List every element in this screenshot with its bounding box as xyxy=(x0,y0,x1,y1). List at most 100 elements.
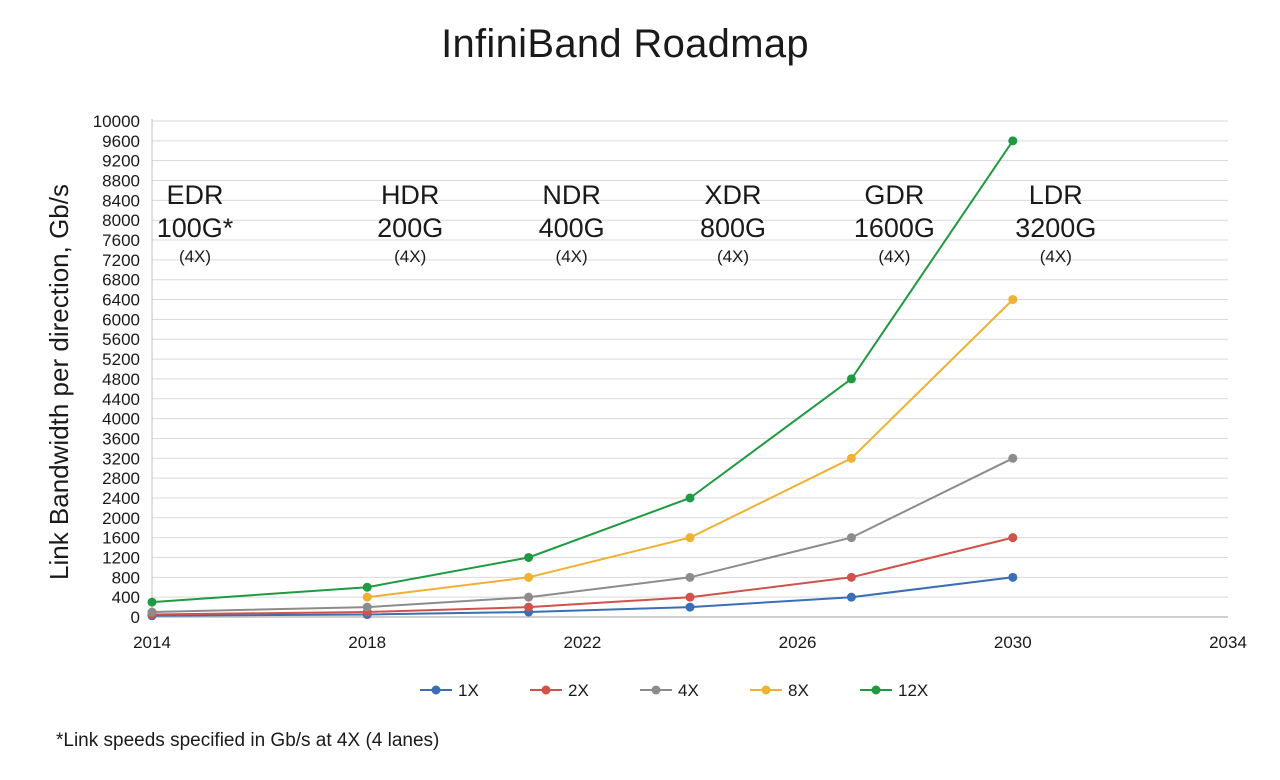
y-tick-label: 9600 xyxy=(102,132,140,151)
x-tick-label: 2026 xyxy=(779,633,817,652)
y-tick-label: 2400 xyxy=(102,489,140,508)
line-chart: 0400800120016002000240028003200360040004… xyxy=(44,112,1247,700)
y-tick-label: 4000 xyxy=(102,410,140,429)
y-tick-label: 1200 xyxy=(102,548,140,567)
y-tick-label: 400 xyxy=(112,588,140,607)
data-point-2x xyxy=(685,592,695,602)
legend-label: 4X xyxy=(678,681,699,700)
data-point-8x xyxy=(1008,295,1018,305)
legend-swatch-marker xyxy=(651,685,661,695)
y-tick-label: 8800 xyxy=(102,172,140,191)
data-point-4x xyxy=(524,592,534,602)
legend-label: 12X xyxy=(898,681,928,700)
y-tick-label: 6400 xyxy=(102,291,140,310)
y-tick-label: 4800 xyxy=(102,370,140,389)
data-point-4x xyxy=(1008,453,1018,463)
data-point-8x xyxy=(685,533,695,543)
annotation-name: EDR xyxy=(166,180,223,210)
y-axis-label: Link Bandwidth per direction, Gb/s xyxy=(44,184,74,580)
data-point-4x xyxy=(362,602,372,612)
data-point-2x xyxy=(524,602,534,612)
grid-lines xyxy=(152,120,1228,598)
y-tick-label: 7200 xyxy=(102,251,140,270)
legend-swatch-marker xyxy=(541,685,551,695)
annotation-speed: 400G xyxy=(539,213,605,243)
annotation-speed: 200G xyxy=(377,213,443,243)
y-tick-label: 6000 xyxy=(102,310,140,329)
y-tick-label: 800 xyxy=(112,568,140,587)
annotation-lanes: (4X) xyxy=(1040,247,1072,266)
data-point-8x xyxy=(524,572,534,582)
data-point-1x xyxy=(846,592,856,602)
annotation-name: GDR xyxy=(864,180,924,210)
x-tick-labels: 2014 2018 2022 2026 2030 2034 xyxy=(133,633,1247,652)
annotation-speed: 3200G xyxy=(1015,213,1096,243)
data-point-8x xyxy=(362,592,372,602)
series-line-12x xyxy=(151,140,1014,604)
data-point-12x xyxy=(846,374,856,384)
annotation-lanes: (4X) xyxy=(717,247,749,266)
x-tick-label: 2030 xyxy=(994,633,1032,652)
legend-swatch-marker xyxy=(761,685,771,695)
data-point-4x xyxy=(846,533,856,543)
data-point-2x xyxy=(1008,533,1018,543)
series-line-8x xyxy=(367,298,1014,599)
annotation-speed: 1600G xyxy=(854,213,935,243)
x-tick-label: 2034 xyxy=(1209,633,1247,652)
data-point-8x xyxy=(846,453,856,463)
x-tick-label: 2018 xyxy=(348,633,386,652)
data-point-2x xyxy=(846,572,856,582)
annotation-lanes: (4X) xyxy=(878,247,910,266)
data-point-12x xyxy=(362,582,372,592)
data-point-1x xyxy=(1008,572,1018,582)
series-line-1x xyxy=(151,576,1013,617)
y-tick-label: 5600 xyxy=(102,330,140,349)
data-point-12x xyxy=(147,597,157,607)
annotation-speed: 800G xyxy=(700,213,766,243)
legend-label: 1X xyxy=(458,681,479,700)
y-tick-label: 0 xyxy=(131,608,140,627)
series-line-2x xyxy=(151,536,1014,616)
data-point-1x xyxy=(685,602,695,612)
annotation-lanes: (4X) xyxy=(179,247,211,266)
y-tick-label: 4400 xyxy=(102,390,140,409)
legend-swatch-marker xyxy=(871,685,881,695)
y-tick-label: 2800 xyxy=(102,469,140,488)
data-point-12x xyxy=(524,552,534,562)
legend-swatch-marker xyxy=(431,685,441,695)
axes xyxy=(151,119,1228,618)
y-tick-label: 8000 xyxy=(102,211,140,230)
annotation-lanes: (4X) xyxy=(394,247,426,266)
y-tick-label: 9200 xyxy=(102,152,140,171)
annotation-name: LDR xyxy=(1029,180,1083,210)
x-tick-label: 2022 xyxy=(563,633,601,652)
y-tick-label: 6800 xyxy=(102,271,140,290)
y-tick-label: 8400 xyxy=(102,191,140,210)
legend-label: 2X xyxy=(568,681,589,700)
legend: 1X 2X 4X 8X 12X xyxy=(420,681,928,700)
series-line-4x xyxy=(151,457,1014,613)
y-tick-label: 5200 xyxy=(102,350,140,369)
data-point-4x xyxy=(147,607,157,617)
series-lines xyxy=(147,136,1018,621)
y-tick-label: 3600 xyxy=(102,429,140,448)
legend-label: 8X xyxy=(788,681,809,700)
x-tick-label: 2014 xyxy=(133,633,171,652)
data-point-12x xyxy=(685,493,695,503)
annotation-name: NDR xyxy=(542,180,601,210)
y-tick-labels: 0400800120016002000240028003200360040004… xyxy=(93,112,140,627)
annotation-lanes: (4X) xyxy=(556,247,588,266)
data-point-12x xyxy=(1008,136,1018,146)
annotation-speed: 100G* xyxy=(157,213,234,243)
y-tick-label: 3200 xyxy=(102,449,140,468)
data-point-4x xyxy=(685,572,695,582)
chart-title: InfiniBand Roadmap xyxy=(441,22,809,66)
y-tick-label: 1600 xyxy=(102,529,140,548)
footnote: *Link speeds specified in Gb/s at 4X (4 … xyxy=(56,730,440,751)
annotation-name: XDR xyxy=(704,180,761,210)
y-tick-label: 7600 xyxy=(102,231,140,250)
y-tick-label: 10000 xyxy=(93,112,140,131)
y-tick-label: 2000 xyxy=(102,509,140,528)
annotation-name: HDR xyxy=(381,180,440,210)
